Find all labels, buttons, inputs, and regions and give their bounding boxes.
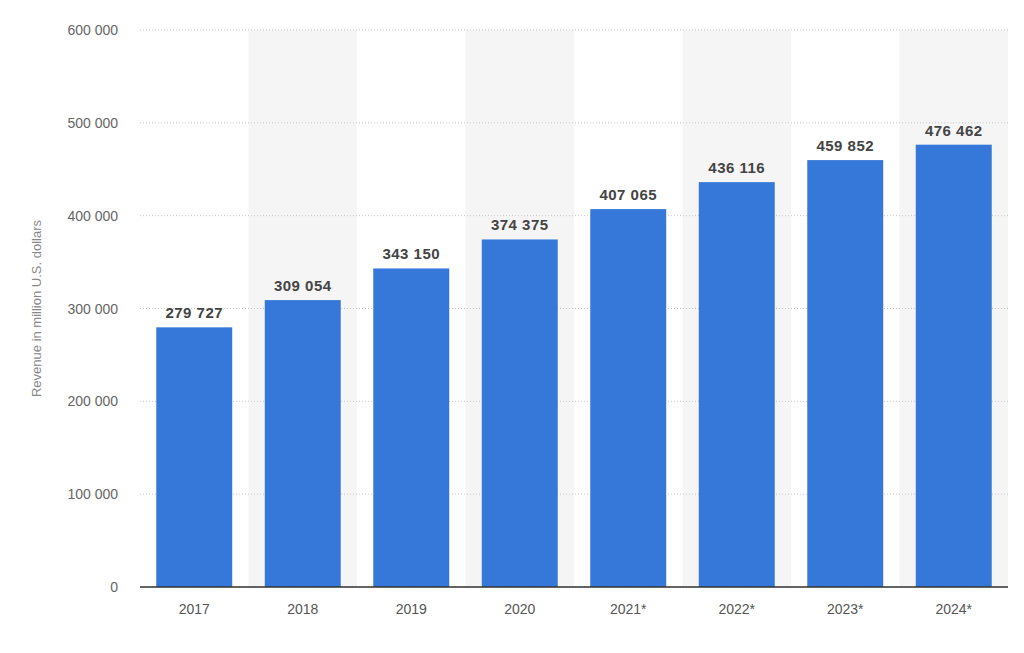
bar bbox=[265, 300, 341, 587]
y-tick-label: 0 bbox=[110, 579, 118, 595]
bar bbox=[156, 327, 232, 587]
x-tick-label: 2017 bbox=[179, 601, 210, 617]
y-tick-label: 600 000 bbox=[67, 22, 118, 38]
grid-line bbox=[140, 122, 1008, 123]
grid-line bbox=[140, 30, 1008, 31]
bar bbox=[482, 239, 558, 587]
band-shade bbox=[466, 30, 575, 587]
y-axis-label: Revenue in million U.S. dollars bbox=[29, 219, 44, 397]
bar bbox=[590, 209, 666, 587]
y-tick-label: 400 000 bbox=[67, 208, 118, 224]
x-tick-label: 2023* bbox=[827, 601, 864, 617]
y-tick-label: 500 000 bbox=[67, 115, 118, 131]
bar bbox=[807, 160, 883, 587]
x-tick-label: 2018 bbox=[287, 601, 318, 617]
data-label: 459 852 bbox=[816, 137, 874, 154]
bar bbox=[699, 182, 775, 587]
y-tick-label: 300 000 bbox=[67, 301, 118, 317]
data-label: 374 375 bbox=[491, 216, 549, 233]
data-label: 309 054 bbox=[274, 277, 332, 294]
y-tick-label: 100 000 bbox=[67, 486, 118, 502]
grid-line bbox=[140, 587, 1008, 588]
chart-svg: 0 100 000 200 000 300 000 400 000 500 000 600 … bbox=[0, 0, 1024, 653]
x-tick-label: 2024* bbox=[935, 601, 972, 617]
band-shade bbox=[900, 30, 1009, 587]
data-label: 436 116 bbox=[708, 159, 765, 176]
bar bbox=[916, 145, 992, 587]
data-label: 279 727 bbox=[165, 304, 223, 321]
x-axis-line bbox=[140, 586, 1008, 588]
bars bbox=[156, 145, 991, 587]
chart-container: 0 100 000 200 000 300 000 400 000 500 000 600 … bbox=[0, 0, 1024, 653]
data-label: 476 462 bbox=[925, 122, 983, 139]
x-tick-label: 2020 bbox=[504, 601, 535, 617]
band-shade bbox=[683, 30, 792, 587]
x-tick-label: 2021* bbox=[610, 601, 647, 617]
x-tick-label: 2019 bbox=[396, 601, 427, 617]
band-shade bbox=[249, 30, 358, 587]
bar bbox=[373, 268, 449, 587]
data-label: 407 065 bbox=[599, 186, 657, 203]
x-tick-label: 2022* bbox=[718, 601, 755, 617]
y-tick-label: 200 000 bbox=[67, 393, 118, 409]
data-label: 343 150 bbox=[382, 245, 440, 262]
